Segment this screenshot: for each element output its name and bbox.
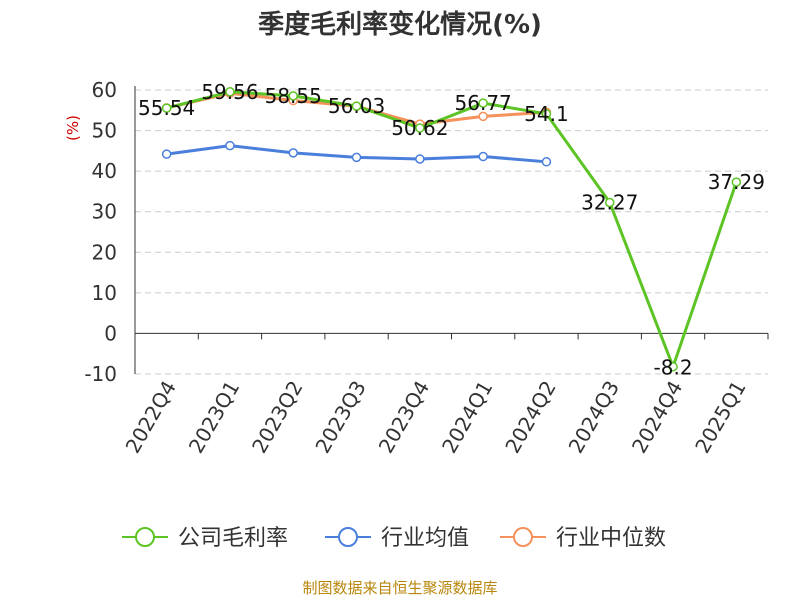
y-tick-label: 60	[92, 78, 117, 102]
data-label: 37.29	[708, 170, 765, 194]
x-tick-label: 2022Q4	[121, 377, 181, 458]
data-label: 59.56	[201, 80, 258, 104]
legend-marker	[338, 527, 358, 547]
y-tick-label: 40	[92, 159, 117, 183]
data-label: -8.2	[654, 356, 693, 380]
legend-label: 行业中位数	[556, 526, 666, 551]
legend-marker	[513, 527, 533, 547]
x-tick-label: 2023Q4	[374, 377, 434, 458]
data-point	[161, 103, 172, 113]
data-label: 32.27	[581, 191, 638, 215]
chart-title: 季度毛利率变化情况(%)	[258, 9, 542, 40]
data-label: 56.77	[455, 91, 512, 115]
data-label: 50.62	[391, 116, 448, 140]
x-tick-label: 2023Q1	[184, 377, 244, 458]
data-point	[478, 151, 488, 162]
y-tick-label: 0	[104, 321, 117, 345]
data-point	[668, 361, 678, 372]
data-point	[288, 148, 298, 158]
data-point	[161, 149, 172, 159]
data-point	[351, 152, 362, 163]
data-point	[478, 98, 488, 108]
data-point	[731, 177, 742, 187]
grid-lines	[135, 89, 768, 375]
y-tick-label: -10	[84, 362, 117, 386]
data-point	[605, 197, 615, 208]
y-tick-label: 50	[92, 119, 117, 143]
x-tick-label: 2024Q2	[500, 377, 560, 458]
x-tick-label: 2024Q1	[437, 377, 497, 458]
data-point	[415, 123, 425, 133]
series-line	[166, 90, 738, 369]
x-tick-label: 2023Q3	[310, 377, 370, 458]
legend-marker	[135, 527, 155, 547]
y-axis-label: (%)	[64, 115, 82, 141]
series-lines	[161, 87, 742, 372]
y-tick-label: 20	[92, 240, 117, 264]
data-source-note: 制图数据来自恒生聚源数据库	[302, 579, 497, 597]
data-label: 56.03	[328, 94, 385, 118]
data-point	[351, 101, 362, 111]
data-label: 55.54	[138, 96, 195, 120]
x-tick-label: 2023Q2	[247, 377, 307, 458]
legend-label: 行业均值	[381, 526, 469, 551]
data-point	[541, 157, 552, 167]
data-point	[288, 91, 298, 101]
data-label: 58.55	[265, 84, 322, 108]
data-point	[478, 111, 488, 122]
x-tick-label: 2024Q4	[627, 377, 687, 458]
data-point	[225, 140, 235, 151]
y-tick-label: 10	[92, 281, 117, 305]
data-label: 54.1	[524, 102, 569, 126]
legend: 公司毛利率 行业均值 行业中位数	[122, 526, 666, 551]
data-point	[225, 87, 235, 97]
data-point	[415, 154, 425, 164]
legend-label: 公司毛利率	[178, 526, 288, 551]
data-point	[541, 109, 552, 119]
x-tick-label: 2025Q1	[690, 377, 750, 458]
y-tick-label: 30	[92, 200, 117, 224]
x-tick-label: 2024Q3	[564, 377, 624, 458]
